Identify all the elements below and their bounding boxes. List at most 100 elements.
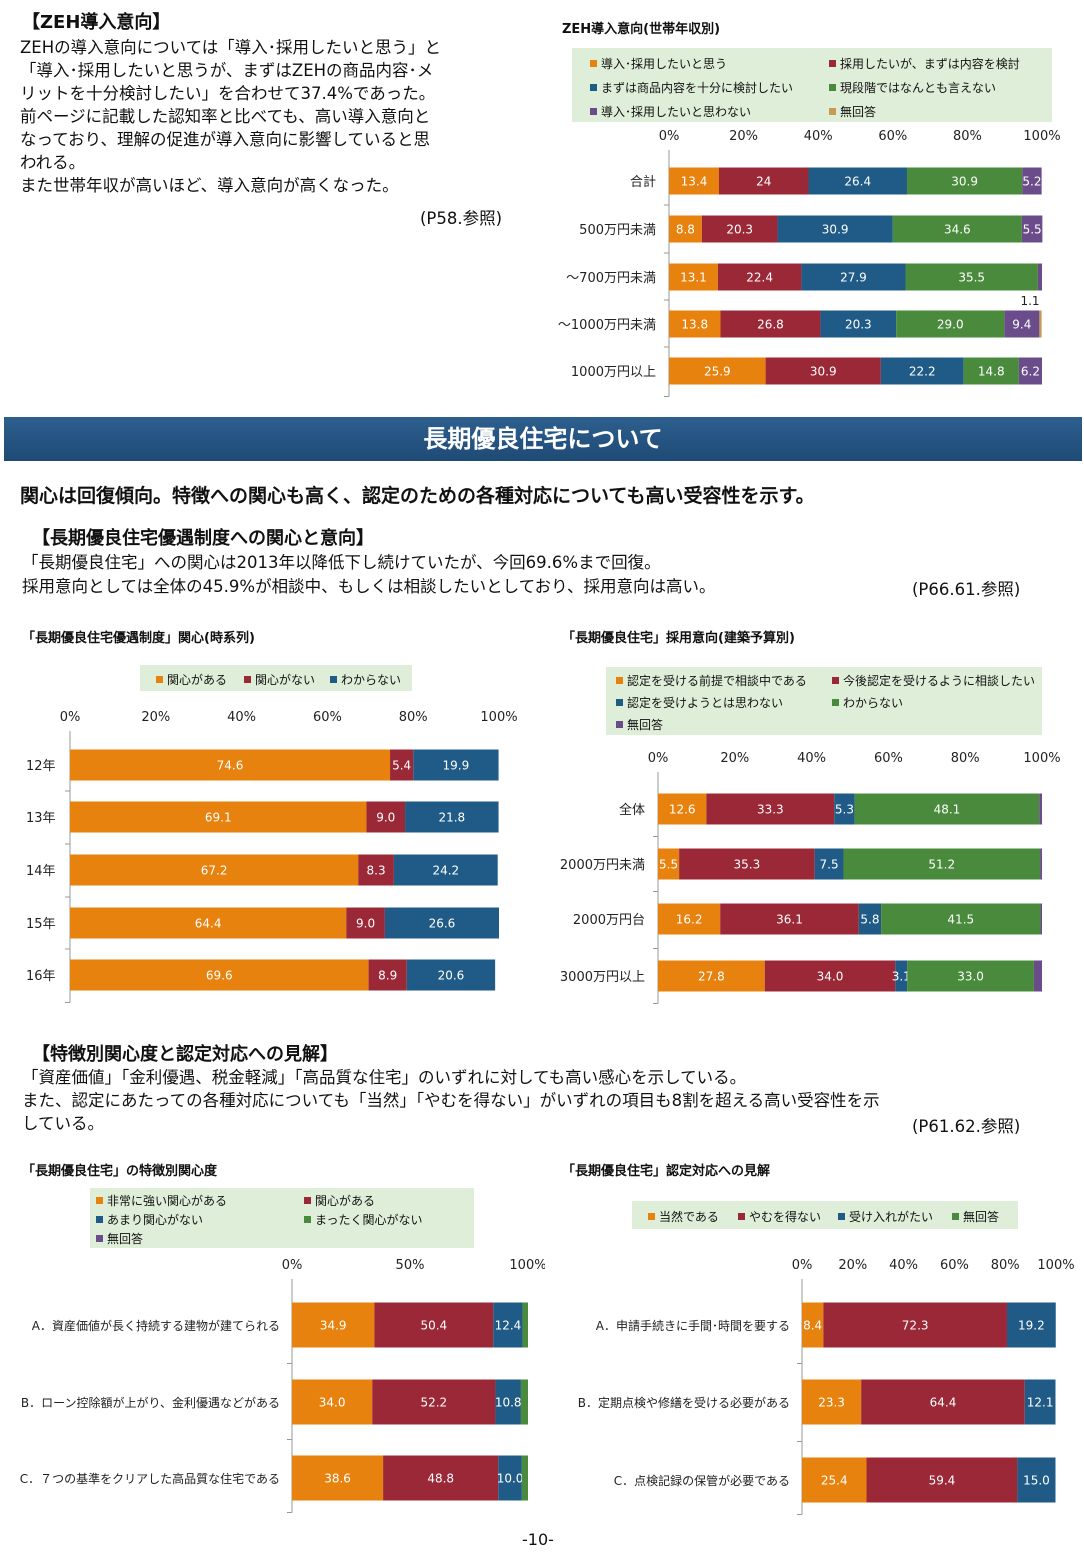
tick-label: 80% — [953, 129, 982, 144]
zeh-paragraph: ZEHの導入意向については「導入･採用したいと思う」と 「導入･採用したいと思う… — [20, 36, 441, 197]
data-label: 25.9 — [704, 365, 731, 379]
data-label: 5.5 — [1023, 223, 1042, 237]
data-label: 8.4 — [803, 1319, 822, 1333]
section1-page-reference: (P66.61.参照) — [912, 580, 1021, 599]
legend-item: わからない — [832, 694, 903, 711]
zeh-line: われる。 — [20, 153, 86, 172]
data-label: 33.0 — [957, 970, 984, 984]
bar-segment — [907, 960, 1034, 992]
data-label: 34.0 — [817, 970, 844, 984]
chart-zeh: 0% 20% 40% 60% 80% 100% 合計 13.4 24 26.4 30.9 5.2 500… — [558, 129, 1061, 397]
tick-label: 100% — [480, 710, 517, 725]
category-label: 12年 — [26, 759, 56, 774]
data-label: 72.3 — [902, 1319, 929, 1333]
legend-swatch — [616, 677, 623, 684]
tick-label: 50% — [396, 1258, 425, 1273]
legend-item: 当然である — [648, 1208, 719, 1225]
category-label: C．７つの基準をクリアした高品質な住宅である — [20, 1471, 280, 1486]
bar-segment — [292, 1455, 384, 1501]
data-label: 8.3 — [367, 864, 386, 878]
data-label: 30.9 — [822, 223, 849, 237]
data-label: 24 — [756, 175, 771, 189]
bar-segment — [823, 1302, 1007, 1348]
bar-segment — [880, 357, 964, 385]
bar-segment — [881, 903, 1041, 935]
legend-swatch — [330, 676, 337, 683]
data-label: 33.3 — [757, 803, 784, 817]
bar-segment — [658, 903, 721, 935]
legend-item: あまり関心がない — [96, 1211, 203, 1228]
data-label: 10.8 — [495, 1396, 522, 1410]
bar-segment — [820, 310, 897, 338]
data-label: 13.4 — [681, 175, 708, 189]
section2-line: また、認定にあたっての各種対応についても「当然」「やむを得ない」がいずれの項目も… — [22, 1091, 880, 1110]
bar-segment — [854, 793, 1040, 825]
section2-line: している。 — [22, 1114, 105, 1133]
legend-swatch — [156, 676, 163, 683]
tick-label: 40% — [227, 710, 256, 725]
section2-page-reference: (P61.62.参照) — [912, 1117, 1021, 1136]
tick-label: 20% — [729, 129, 758, 144]
tick-label: 20% — [838, 1258, 867, 1273]
bar-segment — [701, 215, 778, 243]
bar-segment — [658, 960, 765, 992]
data-label: 26.4 — [844, 175, 871, 189]
zeh-line: また世帯年収が高いほど、導入意向が高くなった。 — [20, 176, 399, 195]
data-label: 25.4 — [821, 1474, 848, 1488]
bar-segment — [520, 1379, 528, 1425]
legend-item: まったく関心がない — [304, 1211, 423, 1228]
legend-swatch — [590, 84, 597, 91]
section2-line: 「資産価値」「金利優遇、税金軽減」「高品質な住宅」のいずれに対しても高い感心を示… — [22, 1068, 747, 1087]
data-label: 27.9 — [840, 271, 867, 285]
zeh-line: なっており、理解の促進が導入意向に影響していると思 — [20, 130, 431, 149]
bar-segment — [720, 310, 821, 338]
bar-segment — [802, 1457, 867, 1503]
bar-segment — [1033, 960, 1042, 992]
tick-label: 100% — [1023, 751, 1060, 766]
data-label: 8.9 — [378, 969, 397, 983]
bar-segment — [1022, 167, 1042, 195]
tick-label: 0% — [60, 710, 81, 725]
tick-label: 100% — [1023, 129, 1060, 144]
legend-item: 導入･採用したいと思う — [590, 55, 727, 72]
chart-features: 0% 50% 100% A．資産価値が長く持続する建物が建てられる 34.9 50.4 12… — [20, 1258, 545, 1513]
section-banner: 長期優良住宅について — [4, 417, 1082, 461]
chart-title-interest: 「長期優良住宅優遇制度」関心(時系列) — [22, 631, 255, 646]
data-label: 14.8 — [978, 365, 1005, 379]
bar-segment — [393, 854, 498, 886]
chart-interest: 0% 20% 40% 60% 80% 100% 12年 74.6 5.4 19.9 13年 69.1 9… — [26, 710, 518, 1003]
data-label: 29.0 — [937, 318, 964, 332]
data-label: 19.9 — [443, 759, 470, 773]
data-label: 23.3 — [818, 1396, 845, 1410]
legend-swatch — [590, 60, 597, 67]
bar-segment — [706, 793, 835, 825]
zeh-line: 前ページに記載した認知率と比べても、高い導入意向と — [20, 107, 431, 126]
bar-segment — [366, 801, 406, 833]
category-label: 15年 — [26, 917, 56, 932]
tick-label: 60% — [940, 1258, 969, 1273]
bar-segment — [720, 903, 859, 935]
legend-swatch — [304, 1197, 311, 1204]
tick-label: 60% — [878, 129, 907, 144]
data-label: 3.1 — [892, 970, 911, 984]
data-label: 5.3 — [835, 803, 854, 817]
category-label: 16年 — [26, 969, 56, 984]
section1-heading: 【長期優良住宅優遇制度への関心と意向】 — [32, 528, 374, 549]
data-label: 7.5 — [820, 858, 839, 872]
data-label: 20.3 — [845, 318, 872, 332]
bar-segment — [808, 167, 907, 195]
bar-segment — [406, 959, 496, 991]
data-label: 9.4 — [1012, 318, 1031, 332]
legend-swatch — [96, 1197, 103, 1204]
bar-segment — [1039, 310, 1042, 338]
data-label: 69.1 — [205, 811, 232, 825]
bar-segment — [765, 357, 881, 385]
bar-segment — [70, 854, 359, 886]
bar-segment — [866, 1457, 1018, 1503]
bar-segment — [292, 1379, 373, 1425]
data-label: 51.2 — [928, 858, 955, 872]
chart-title-certification: 「長期優良住宅」認定対応への見解 — [562, 1164, 771, 1179]
category-label: 2000万円未満 — [560, 858, 645, 873]
tick-label: 20% — [720, 751, 749, 766]
data-label: 5.4 — [392, 759, 411, 773]
